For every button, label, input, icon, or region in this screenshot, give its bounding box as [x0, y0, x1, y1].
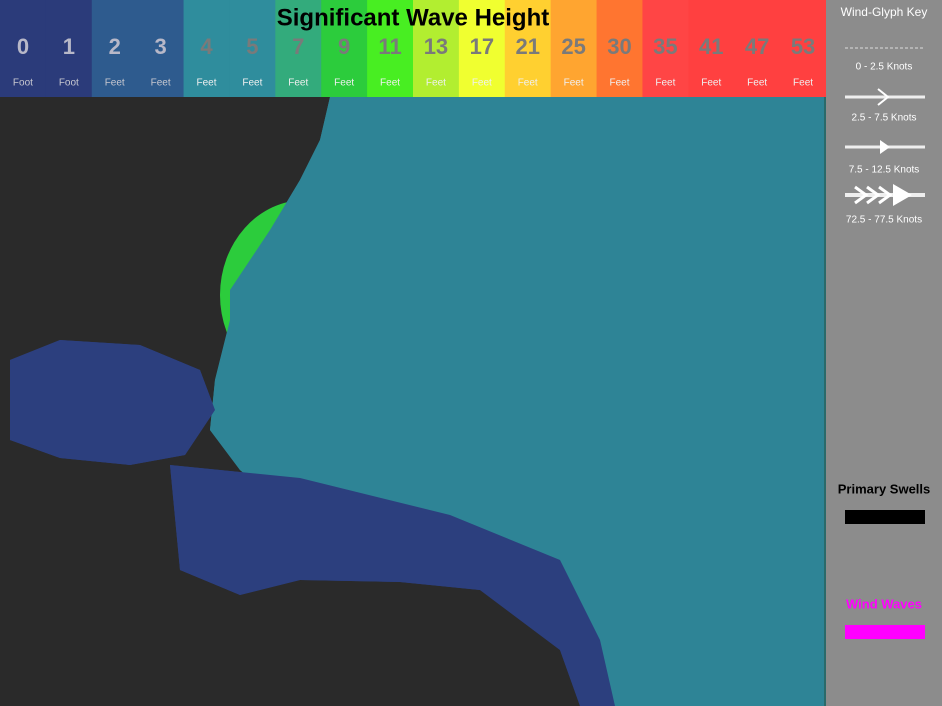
glyph	[877, 88, 890, 106]
key-panel: Wind-Glyph Key 0 - 2.5 Knots 2.5 - 7.5 K…	[824, 0, 942, 706]
title: Significant Wave Height	[277, 4, 549, 31]
scale-value: 13	[424, 34, 448, 59]
scale: 0 Foot 1 Foot 2 Feet 3 Feet 4 Feet 5 Feet 7 Feet 9 Feet…	[0, 0, 827, 97]
scale-cell	[780, 0, 827, 97]
key-title: Wind-Glyph Key	[841, 5, 928, 19]
scale-cell	[229, 0, 276, 97]
scale-unit: Feet	[426, 78, 446, 89]
scale-value: 11	[378, 34, 401, 59]
scale-value: 53	[791, 34, 815, 59]
key-entry: 2.5 - 7.5 Knots	[851, 113, 916, 124]
scale-value: 9	[338, 34, 350, 59]
scale-unit: Feet	[701, 78, 721, 89]
key-entry: 0 - 2.5 Knots	[856, 62, 913, 73]
scale-cell	[688, 0, 735, 97]
scale-value: 4	[200, 34, 213, 59]
scale-cell	[734, 0, 781, 97]
scale-unit: Feet	[334, 78, 354, 89]
scale-cell	[367, 0, 414, 97]
scale-unit: Feet	[655, 78, 675, 89]
scale-value: 30	[607, 34, 631, 59]
scale-unit: Feet	[105, 78, 125, 89]
scale-cell	[642, 0, 689, 97]
scale-unit: Feet	[472, 78, 492, 89]
key-entry: 72.5 - 77.5 Knots	[846, 215, 922, 226]
key-entry: 7.5 - 12.5 Knots	[849, 165, 920, 176]
scale-cell	[0, 0, 47, 97]
scale-value: 2	[109, 34, 121, 59]
scale-unit: Feet	[151, 78, 171, 89]
glyph	[893, 184, 912, 206]
scale-unit: Foot	[13, 78, 33, 89]
scale-cell	[137, 0, 185, 97]
panel-bg	[826, 0, 942, 706]
legend-label: Wind Waves	[846, 596, 922, 611]
scale-value: 25	[561, 34, 585, 59]
scale-unit: Feet	[793, 78, 813, 89]
scale-unit: Feet	[609, 78, 629, 89]
scale-value: 47	[745, 34, 769, 59]
scale-cell	[413, 0, 460, 97]
scale-unit: Feet	[288, 78, 308, 89]
scale-unit: Feet	[242, 78, 262, 89]
scale-value: 35	[653, 34, 677, 59]
scale-unit: Feet	[380, 78, 400, 89]
scale-value: 1	[63, 34, 75, 59]
scale-cell	[504, 0, 552, 97]
legend: Primary Swells Wind Waves	[838, 481, 931, 639]
legend-swatch	[845, 510, 925, 524]
scale-cell	[596, 0, 643, 97]
scale-value: 7	[292, 34, 304, 59]
scale-value: 0	[17, 34, 29, 59]
scale-unit: Feet	[196, 78, 216, 89]
scale-cell	[91, 0, 139, 97]
scale-unit: Feet	[747, 78, 767, 89]
scale-value: 41	[699, 34, 723, 59]
scale-unit: Foot	[59, 78, 79, 89]
scale-cell	[458, 0, 506, 97]
scale-value: 21	[515, 34, 539, 59]
scale-cell	[183, 0, 230, 97]
legend-label: Primary Swells	[838, 481, 931, 496]
scale-cell	[321, 0, 368, 97]
scale-cell	[45, 0, 93, 97]
scale-value: 3	[154, 34, 166, 59]
scale-cell	[550, 0, 598, 97]
scale-value: 17	[470, 34, 494, 59]
scale-unit: Feet	[518, 78, 538, 89]
scale-unit: Feet	[564, 78, 584, 89]
scale-cell	[275, 0, 322, 97]
scale-value: 5	[246, 34, 258, 59]
glyph	[854, 185, 893, 205]
legend-swatch	[845, 625, 925, 639]
map	[0, 97, 826, 706]
glyph	[880, 140, 890, 154]
